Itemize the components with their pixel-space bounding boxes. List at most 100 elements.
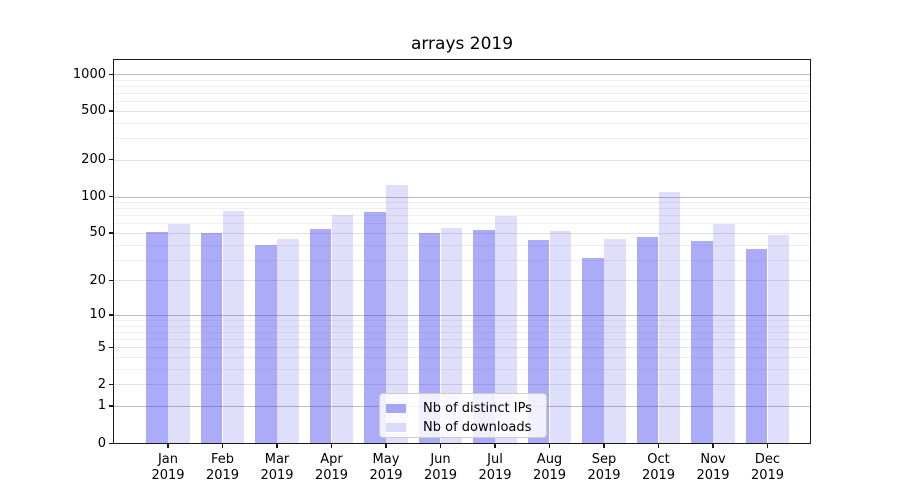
x-tick-label: Nov 2019: [683, 452, 743, 484]
x-tick-year: 2019: [151, 468, 185, 483]
bar-distinct-ips: [582, 257, 604, 443]
bar-distinct-ips: [636, 237, 659, 443]
y-tick-mark: [109, 196, 113, 198]
legend-swatch-distinct-ips: [386, 404, 406, 413]
x-tick-mark: [276, 444, 278, 448]
bar-downloads: [713, 224, 735, 443]
x-tick-month: Aug: [536, 452, 563, 467]
y-tick-mark: [109, 110, 113, 112]
x-tick-mark: [766, 444, 769, 448]
gridline-minor: [114, 331, 810, 333]
plot-area: Nb of distinct IPs Nb of downloads 0 1 2 5 1…: [73, 59, 811, 483]
y-tick-label: 500: [81, 103, 106, 119]
x-tick-month: Jul: [487, 452, 503, 467]
y-tick-label: 5: [97, 339, 106, 355]
x-tick-mark: [657, 444, 660, 448]
bar-downloads: [440, 228, 463, 443]
gridline-minor: [114, 325, 810, 327]
y-tick-mark: [109, 442, 113, 444]
legend-entry-distinct-ips: Nb of distinct IPs: [386, 399, 546, 418]
x-tick-label: Feb 2019: [193, 452, 253, 484]
x-tick-month: Feb: [210, 452, 235, 467]
gridline-minor: [114, 223, 810, 225]
bar-downloads: [222, 210, 245, 443]
x-tick-label: Jan 2019: [138, 452, 198, 484]
x-tick-label: Jul 2019: [465, 452, 525, 484]
x-tick-label: Aug 2019: [520, 452, 580, 484]
gridline-minor: [114, 93, 810, 95]
x-tick-year: 2019: [205, 468, 240, 483]
x-tick-year: 2019: [260, 468, 294, 483]
gridline-minor: [114, 339, 810, 341]
y-tick-label: 2: [97, 376, 106, 392]
x-tick-year: 2019: [587, 468, 621, 483]
y-tick-mark: [109, 346, 113, 348]
x-tick-year: 2019: [478, 468, 512, 483]
x-tick-year: 2019: [532, 468, 567, 483]
gridline-minor: [114, 244, 810, 246]
y-tick-mark: [109, 73, 113, 75]
x-tick-mark: [385, 444, 387, 448]
gridline-minor: [114, 215, 810, 217]
bar-distinct-ips: [691, 240, 713, 443]
gridline: [114, 110, 810, 112]
y-tick-label: 50: [89, 225, 106, 241]
gridline-minor: [114, 259, 810, 261]
bar-downloads: [168, 224, 190, 443]
bar-distinct-ips: [418, 232, 441, 443]
bar-distinct-ips: [364, 212, 386, 443]
x-tick-mark: [221, 444, 224, 448]
x-tick-month: Mar: [264, 452, 290, 467]
y-tick-mark: [109, 232, 113, 234]
bar-downloads: [495, 216, 517, 443]
y-tick-mark: [109, 405, 113, 407]
gridline-minor: [114, 368, 810, 370]
legend-label-distinct-ips: Nb of distinct IPs: [423, 401, 532, 416]
y-tick-mark: [109, 383, 113, 385]
bar-distinct-ips: [200, 232, 223, 443]
y-tick-mark: [109, 159, 113, 161]
legend: Nb of distinct IPs Nb of downloads: [379, 393, 547, 438]
bar-distinct-ips: [255, 244, 277, 443]
x-tick-mark: [167, 444, 169, 448]
bar-downloads: [658, 192, 681, 443]
y-tick-label: 1000: [72, 66, 106, 82]
gridline-minor: [114, 320, 810, 322]
x-tick-label: Jun 2019: [411, 452, 471, 484]
gridline: [114, 384, 810, 386]
gridline-minor: [114, 122, 810, 124]
x-tick-mark: [494, 444, 496, 448]
x-tick-month: Sep: [591, 452, 617, 467]
legend-label-downloads: Nb of downloads: [423, 420, 532, 435]
x-tick-label: Apr 2019: [302, 452, 362, 484]
bar-distinct-ips: [473, 229, 495, 443]
gridline-major: [114, 196, 810, 198]
x-tick-year: 2019: [696, 468, 730, 483]
chart-title: arrays 2019: [410, 34, 514, 54]
x-tick-month: Nov: [700, 452, 726, 467]
bar-distinct-ips: [146, 231, 168, 443]
x-tick-year: 2019: [423, 468, 458, 483]
y-tick-label: 200: [81, 152, 106, 168]
bar-downloads: [277, 238, 299, 443]
gridline-major: [114, 314, 810, 316]
gridline: [114, 347, 810, 349]
legend-swatch-downloads: [386, 423, 406, 432]
bar-distinct-ips: [745, 248, 768, 443]
x-tick-label: Oct 2019: [629, 452, 689, 484]
gridline-minor: [114, 79, 810, 81]
x-tick-year: 2019: [369, 468, 403, 483]
y-tick-label: 0: [97, 435, 106, 451]
x-tick-month: Jun: [430, 452, 451, 467]
bar-downloads: [549, 230, 572, 443]
x-tick-year: 2019: [641, 468, 676, 483]
bar-distinct-ips: [527, 239, 550, 443]
x-tick-month: May: [372, 452, 400, 467]
y-tick-label: 1: [97, 398, 106, 414]
x-tick-mark: [603, 444, 605, 448]
bar-downloads: [604, 238, 626, 443]
bar-downloads: [331, 215, 354, 443]
y-tick-label: 20: [89, 272, 106, 288]
gridline-minor: [114, 357, 810, 359]
